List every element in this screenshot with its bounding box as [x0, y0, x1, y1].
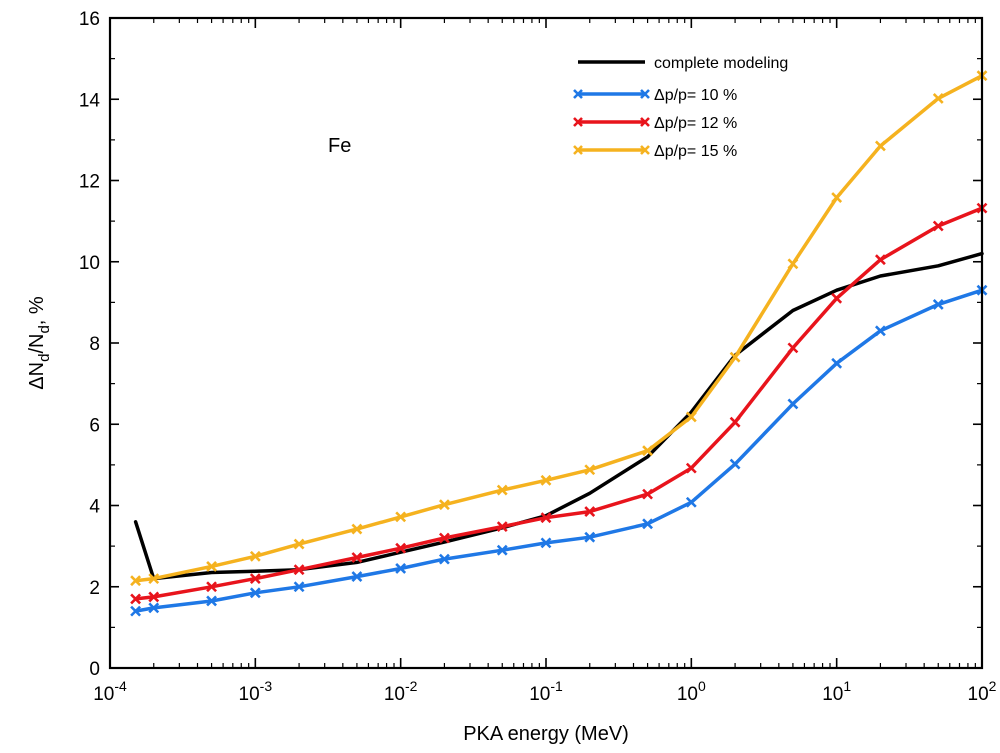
- data-point-series-3: [540, 474, 552, 486]
- data-point-series-2: [874, 254, 886, 266]
- data-point-series-2: [438, 532, 450, 544]
- data-point-series-2: [787, 342, 799, 354]
- data-point-series-3: [874, 140, 886, 152]
- data-point-series-3: [496, 484, 508, 496]
- data-point-series-3: [395, 511, 407, 523]
- y-axis-title-part-1: ΔN: [26, 362, 48, 390]
- y-axis-title-part-2: d: [36, 354, 53, 362]
- data-point-series-3: [642, 445, 654, 457]
- data-point-series-3: [729, 351, 741, 363]
- y-tick-label: 2: [89, 578, 100, 599]
- data-point-series-3: [584, 464, 596, 476]
- data-point-series-1: [395, 563, 407, 574]
- data-point-series-1: [130, 605, 142, 617]
- data-point-series-3: [130, 575, 142, 587]
- y-tick-label: 8: [89, 334, 100, 355]
- data-point-series-2: [540, 512, 552, 524]
- data-point-series-3: [932, 93, 944, 104]
- data-point-series-2: [351, 552, 363, 563]
- y-axis-title-part-5: , %: [26, 296, 48, 325]
- data-point-series-3: [685, 411, 697, 423]
- y-tick-label: 12: [79, 172, 100, 193]
- legend-label-dp-12: Δp/p= 12 %: [654, 115, 737, 132]
- legend-marker-dp-12: [573, 117, 650, 127]
- data-point-series-1: [293, 581, 305, 593]
- y-tick-label: 4: [89, 497, 100, 518]
- y-axis-title: ΔNd/Nd, %: [26, 296, 53, 390]
- data-point-series-3: [249, 550, 261, 562]
- data-point-series-2: [932, 220, 944, 232]
- x-tick-label: 101: [822, 678, 851, 705]
- y-axis-title-part-3: /N: [26, 334, 48, 354]
- data-point-series-3: [831, 192, 843, 203]
- legend-label-complete-modeling: complete modeling: [654, 55, 788, 72]
- data-point-series-1: [874, 325, 886, 337]
- data-point-series-1: [496, 544, 508, 556]
- series-layer: [130, 70, 988, 617]
- legend-label-dp-10: Δp/p= 10 %: [654, 87, 737, 104]
- data-point-series-2: [642, 488, 654, 500]
- data-point-series-1: [787, 398, 799, 410]
- x-tick-label: 10-4: [93, 678, 127, 705]
- data-point-series-3: [787, 258, 799, 270]
- x-tick-label: 102: [968, 678, 997, 705]
- x-tick-label: 10-2: [384, 678, 418, 705]
- y-tick-label: 14: [79, 90, 101, 111]
- plot-frame: [108, 16, 984, 670]
- y-tick-label: 6: [89, 415, 100, 436]
- y-tick-label: 0: [89, 659, 100, 680]
- data-point-series-1: [438, 553, 450, 565]
- series-line-0: [133, 251, 984, 581]
- data-point-series-2: [685, 462, 697, 474]
- data-point-series-2: [584, 506, 596, 518]
- legend-marker-dp-10: [573, 89, 650, 99]
- x-tick-label: 10-1: [529, 678, 563, 705]
- data-point-series-1: [351, 571, 363, 583]
- data-point-series-2: [148, 591, 160, 603]
- series-line-1: [133, 288, 984, 613]
- data-point-series-1: [148, 602, 160, 614]
- annotation-label: Fe: [328, 135, 351, 157]
- data-point-series-2: [130, 593, 142, 605]
- data-point-series-3: [148, 573, 160, 585]
- data-point-series-1: [642, 518, 654, 530]
- data-point-series-3: [351, 523, 363, 535]
- data-point-series-1: [729, 458, 741, 470]
- data-point-series-1: [249, 587, 261, 599]
- legend: complete modeling Δp/p= 10 % Δp/p= 12 % …: [573, 55, 788, 160]
- x-tick-label: 100: [677, 678, 706, 705]
- data-point-series-1: [831, 357, 843, 369]
- data-point-series-2: [496, 521, 508, 533]
- series-line-3: [133, 73, 984, 583]
- data-point-series-2: [249, 573, 261, 585]
- legend-label-dp-15: Δp/p= 15 %: [654, 143, 737, 160]
- y-tick-label: 10: [79, 253, 100, 274]
- y-tick-label: 16: [79, 9, 100, 30]
- data-point-series-3: [293, 538, 305, 550]
- data-point-series-3: [438, 499, 450, 511]
- data-point-series-1: [584, 531, 596, 543]
- data-point-series-1: [932, 298, 944, 310]
- x-tick-label: 10-3: [239, 678, 273, 705]
- data-point-series-2: [395, 542, 407, 554]
- data-point-series-1: [540, 537, 552, 549]
- data-point-series-1: [685, 496, 697, 508]
- data-point-series-2: [293, 564, 305, 576]
- y-axis-title-part-4: d: [36, 325, 53, 333]
- legend-marker-dp-15: [573, 145, 650, 155]
- data-point-series-2: [831, 292, 843, 304]
- data-point-series-3: [206, 561, 218, 572]
- data-point-series-2: [206, 581, 218, 593]
- data-point-series-2: [729, 416, 741, 428]
- data-point-series-1: [206, 595, 218, 607]
- x-axis-title: PKA energy (MeV): [463, 723, 629, 745]
